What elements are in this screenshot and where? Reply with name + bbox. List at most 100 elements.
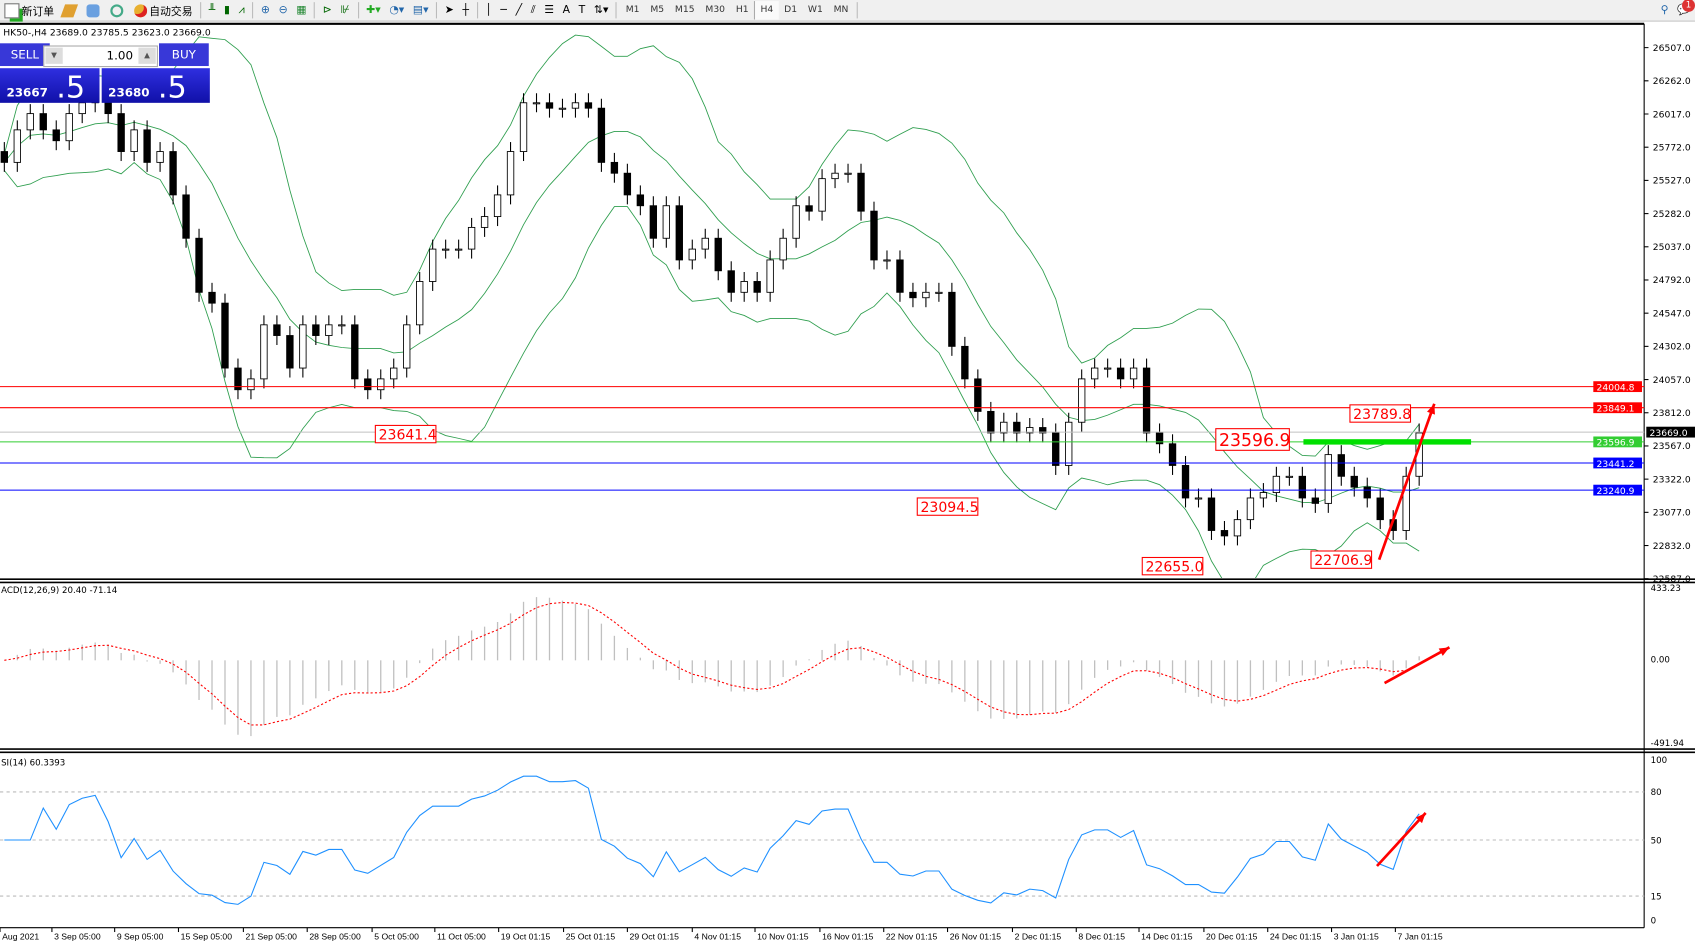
price-label-box <box>1349 404 1412 423</box>
market-watch-button[interactable] <box>82 1 106 19</box>
bull-candle <box>831 172 839 180</box>
bull-candle <box>1026 427 1034 434</box>
sell-price-button[interactable]: 23667 .5 <box>0 68 100 105</box>
time-axis-label: 8 Dec 01:15 <box>1078 932 1125 942</box>
timeframe-m1[interactable]: M1 <box>625 4 640 16</box>
time-axis-label: 26 Nov 01:15 <box>950 932 1002 942</box>
time-axis-label: 25 Oct 01:15 <box>566 932 616 942</box>
templates-button[interactable]: ▤▾ <box>409 1 433 19</box>
vertical-line-button[interactable]: │ <box>481 1 496 19</box>
bar-chart-button[interactable]: ╨ <box>204 1 219 19</box>
candlestick-button[interactable]: ▮ <box>220 1 235 19</box>
timeframe-w1[interactable]: W1 <box>807 4 823 16</box>
crosshair-button[interactable]: ┼ <box>458 1 473 19</box>
rsi-axis-label: 100 <box>1651 756 1667 766</box>
price-trend-arrow <box>1377 403 1436 561</box>
cursor-icon: ➤ <box>444 4 454 17</box>
metaeditor-button[interactable] <box>58 1 82 19</box>
indicators-button[interactable]: ✚▾ <box>362 1 385 19</box>
notifications-button[interactable]: 💬1 <box>1673 0 1695 19</box>
bull-candle <box>740 281 748 293</box>
rsi-axis-label: 80 <box>1651 788 1662 798</box>
bull-candle <box>377 378 385 391</box>
fibonacci-button[interactable]: ☰ <box>540 1 558 19</box>
bull-candle <box>558 107 567 110</box>
tile-windows-button[interactable]: ▦ <box>292 1 311 19</box>
text-label-button[interactable]: T <box>574 1 589 19</box>
timeframe-m30[interactable]: M30 <box>705 4 726 16</box>
buy-button[interactable]: BUY <box>159 43 209 67</box>
lot-decrease-button[interactable]: ▼ <box>45 47 63 64</box>
bear-candle <box>584 102 593 109</box>
timeframe-d1[interactable]: D1 <box>784 4 798 16</box>
divider <box>252 2 254 19</box>
rsi-trend-arrow <box>1375 812 1427 867</box>
time-axis-label: 29 Oct 01:15 <box>630 932 680 942</box>
bear-candle <box>0 151 9 163</box>
horizontal-line-button[interactable]: ─ <box>496 1 511 19</box>
auto-trading-button[interactable]: 自动交易 <box>130 1 197 19</box>
time-axis-label: 14 Dec 01:15 <box>1141 932 1193 942</box>
price-axis-label: 23322.0 <box>1653 474 1691 485</box>
bull-candle <box>493 194 502 218</box>
bull-candle <box>922 291 930 299</box>
bear-candle <box>39 113 47 131</box>
timeframe-h4[interactable]: H4 <box>754 1 779 20</box>
new-order-button[interactable]: 新订单 <box>0 1 58 19</box>
bull-candle <box>454 248 463 251</box>
periods-button[interactable]: ◔▾ <box>385 1 409 19</box>
line-chart-button[interactable]: ⩘ <box>234 1 249 19</box>
autoscroll-button[interactable]: ⊳ <box>318 1 336 19</box>
rsi-axis-label: 15 <box>1651 892 1662 902</box>
price-tag-label: 24004.8 <box>1597 382 1635 393</box>
bull-candle <box>1103 367 1112 370</box>
chart-window[interactable]: 26507.0 26262.0 26017.0 25772.0 25527.0 25282… <box>0 22 1695 945</box>
bull-candle <box>766 259 774 293</box>
timeframe-h1[interactable]: H1 <box>735 4 749 16</box>
equidistant-channel-button[interactable]: ⫽ <box>526 1 539 19</box>
price-label: 23094.5 <box>921 500 979 516</box>
cloud-icon <box>86 3 100 17</box>
price-axis-label: 24792.0 <box>1653 275 1691 286</box>
timeframe-m5[interactable]: M5 <box>650 4 665 16</box>
trendline-icon: ╱ <box>515 4 523 17</box>
bear-candle <box>364 378 372 391</box>
arrows-button[interactable]: ⇅▾ <box>590 1 613 19</box>
price-tag-label: 23669.0 <box>1650 428 1688 439</box>
macd-trend-arrow <box>1383 646 1451 685</box>
bear-candle <box>636 194 645 207</box>
bull-candle <box>1000 421 1008 434</box>
zoom-in-button[interactable]: ⊕ <box>257 1 275 19</box>
time-axis-label: 3 Sep 05:00 <box>54 932 101 942</box>
bear-candle <box>623 172 632 196</box>
chart-background <box>0 23 1695 945</box>
bull-candle <box>403 324 411 369</box>
bear-candle <box>1039 427 1047 434</box>
crosshair-icon: ┼ <box>462 4 469 17</box>
buy-price-button[interactable]: 23680 .5 <box>101 68 210 105</box>
signals-button[interactable] <box>106 1 130 19</box>
toolbar: 新订单 自动交易 ╨ ▮ ⩘ ⊕ ⊖ ▦ ⊳ ⊮ ✚▾ ◔▾ ▤▾ ➤ ┼ │ … <box>0 0 1695 22</box>
lot-increase-button[interactable]: ▲ <box>138 47 156 64</box>
search-button[interactable]: ⚲ <box>1656 1 1673 19</box>
price-axis-label: 22832.0 <box>1653 541 1691 552</box>
chart-shift-button[interactable]: ⊮ <box>336 1 354 19</box>
bear-candle <box>143 129 151 163</box>
new-order-label: 新订单 <box>21 6 55 19</box>
lot-size-input[interactable]: ▼ 1.00 ▲ <box>43 45 158 68</box>
time-axis-label: Aug 2021 <box>2 932 39 942</box>
zoom-out-button[interactable]: ⊖ <box>274 1 292 19</box>
text-button[interactable]: A <box>558 1 574 19</box>
timeframe-mn[interactable]: MN <box>833 4 849 16</box>
timeframe-m15[interactable]: M15 <box>674 4 695 16</box>
bear-candle <box>870 210 878 261</box>
bear-candle <box>1376 497 1384 521</box>
price-label: 23789.8 <box>1353 407 1411 423</box>
bear-candle <box>52 129 60 142</box>
bear-candle <box>1116 367 1125 380</box>
lot-value[interactable]: 1.00 <box>106 48 134 63</box>
trendline-button[interactable]: ╱ <box>511 1 526 19</box>
cursor-button[interactable]: ➤ <box>440 1 458 19</box>
macd-axis-label: 0.00 <box>1651 655 1670 665</box>
sell-button[interactable]: SELL <box>0 43 50 67</box>
